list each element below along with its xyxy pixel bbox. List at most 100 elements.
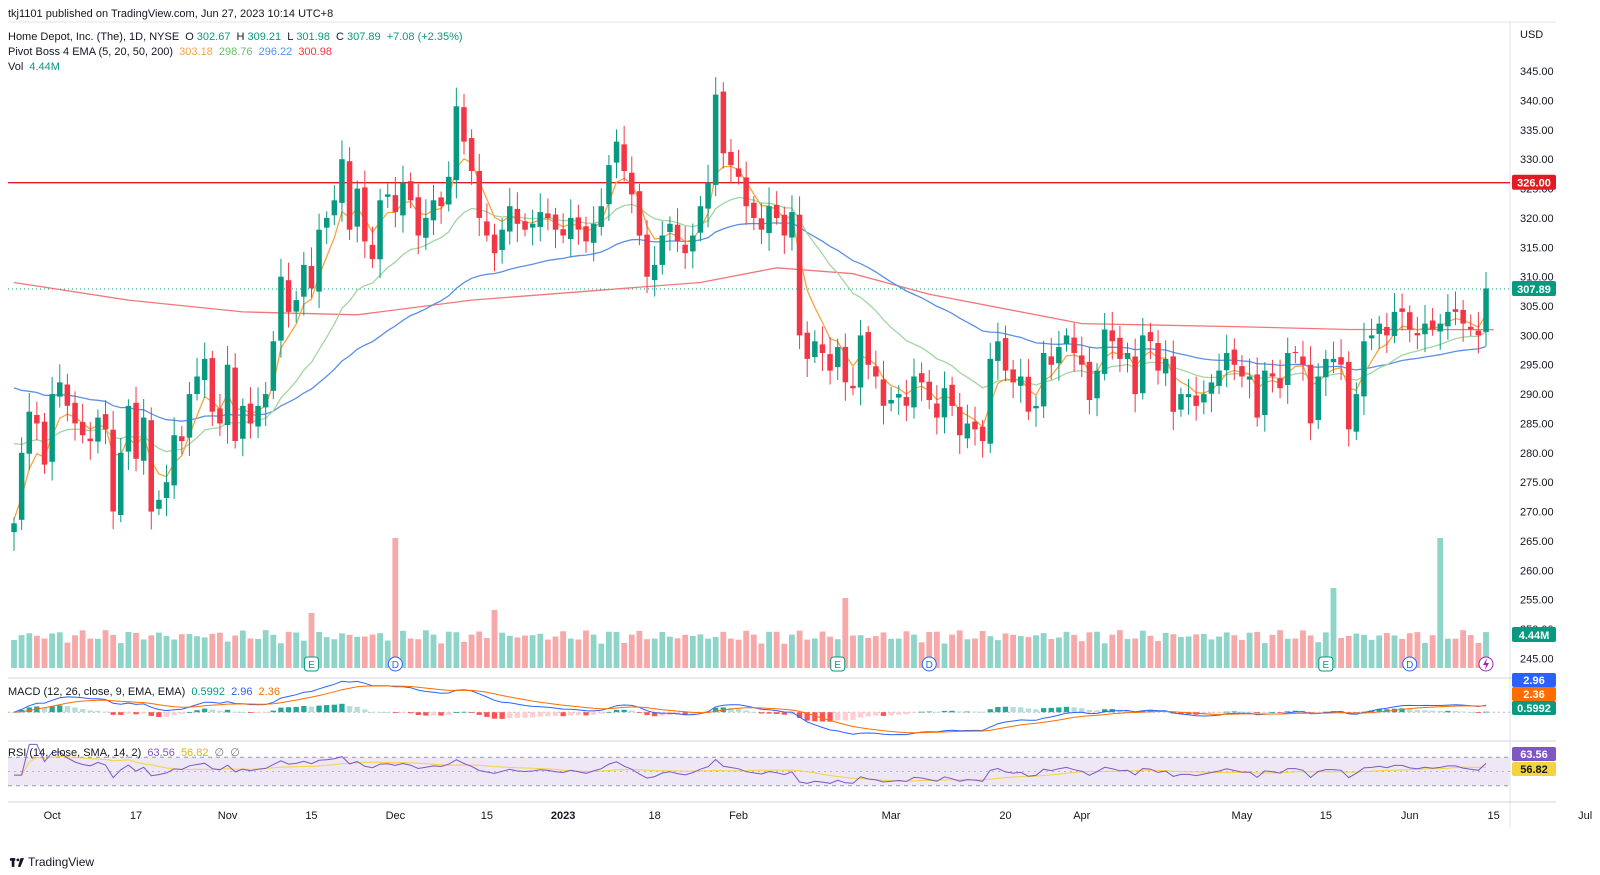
volume-bar <box>735 639 742 668</box>
macd-histogram-bar <box>49 706 55 713</box>
macd-histogram-bar <box>766 712 772 714</box>
macd-histogram-bar <box>964 711 970 713</box>
rsi-lower-value: ∅ <box>230 747 240 759</box>
candle-body <box>1391 311 1398 336</box>
macd-histogram-bar <box>636 712 642 713</box>
time-axis[interactable]: Oct 17 Nov 15 Dec 15 2023 18 Feb Mar 20 Apr May 15 Jun… <box>44 810 1593 822</box>
macd-histogram-bar <box>1018 707 1024 713</box>
dividend-marker[interactable]: D <box>387 656 403 672</box>
symbol-legend[interactable]: Home Depot, Inc. (The), 1D, NYSE O 302.67… <box>8 30 466 44</box>
candle-body <box>621 144 627 171</box>
lightning-glyph <box>1483 658 1489 670</box>
volume-bar <box>1429 635 1436 668</box>
volume-bar <box>689 635 696 668</box>
volume-bar <box>1368 639 1375 668</box>
macd-histogram-bar <box>1429 710 1436 713</box>
price-axis[interactable]: USD345.00340.00335.00330.00325.00320.003… <box>1512 29 1556 776</box>
ema-legend[interactable]: Pivot Boss 4 EMA (5, 20, 50, 200) 303.18… <box>8 45 335 59</box>
candle-body <box>1201 394 1207 403</box>
candle-body <box>934 403 940 418</box>
x-tick-label: Jul <box>1578 810 1592 822</box>
volume-bar <box>545 639 551 668</box>
volume-tag-label: 4.44M <box>1519 630 1550 642</box>
dividend-marker-circle <box>921 656 937 672</box>
macd-histogram-bar <box>293 706 299 713</box>
candle-body <box>148 420 154 512</box>
rsi-ma-value: 56.82 <box>180 747 209 759</box>
macd-histogram-bar <box>202 708 208 713</box>
candle-body <box>804 332 810 359</box>
candle-body <box>590 223 597 243</box>
event-marker-letter: D <box>1406 660 1413 671</box>
candle-body <box>705 182 711 209</box>
macd-histogram-bar <box>1254 712 1260 714</box>
dividend-marker-circle <box>387 656 403 672</box>
tradingview-logo[interactable]: TradingView <box>10 855 94 869</box>
candle-body <box>110 429 116 512</box>
resistance-line[interactable] <box>8 182 1510 290</box>
macd-histogram-bar <box>583 712 589 716</box>
volume-bar <box>705 638 711 668</box>
candle-body <box>468 138 475 171</box>
lightning-event-icon[interactable] <box>1478 656 1494 672</box>
candle-body <box>1399 308 1405 312</box>
dividend-marker[interactable]: D <box>921 656 937 672</box>
macd-histogram-bar <box>41 707 48 713</box>
volume-bar <box>178 634 185 668</box>
volume-bar <box>1185 636 1192 668</box>
earnings-marker[interactable]: E <box>1318 656 1334 672</box>
volume-bar <box>537 633 544 668</box>
macd-histogram-bar <box>957 711 963 713</box>
macd-tag <box>1512 687 1556 701</box>
earnings-marker[interactable]: E <box>830 656 846 672</box>
volume-bar <box>125 632 132 668</box>
candle-body <box>49 394 55 462</box>
volume-bar <box>1040 633 1047 668</box>
volume-bar <box>743 630 750 668</box>
dividend-marker[interactable]: D <box>1402 656 1418 672</box>
macd-legend[interactable]: MACD (12, 26, close, 9, EMA, EMA) 0.5992… <box>8 685 283 699</box>
macd-histogram-bar <box>255 712 261 713</box>
macd-histogram-bar <box>1285 711 1291 713</box>
candle-body <box>728 151 734 166</box>
rsi-ma-tag-label: 56.82 <box>1520 764 1548 776</box>
volume-bar <box>1101 643 1108 668</box>
volume-bar <box>476 631 483 668</box>
candle-body <box>1300 356 1306 365</box>
volume-bar <box>811 638 818 668</box>
volume-bar <box>1231 635 1238 668</box>
candle-body <box>1285 353 1291 385</box>
volume-legend[interactable]: Vol 4.44M <box>8 60 63 74</box>
macd-histogram-bar <box>1025 708 1031 713</box>
earnings-marker[interactable]: E <box>303 656 319 672</box>
candle-body <box>865 332 871 365</box>
candle-body <box>1407 312 1413 330</box>
ema20-value: 298.76 <box>218 46 253 58</box>
candle-body <box>1330 358 1337 363</box>
volume-bar <box>1010 634 1016 668</box>
macd-histogram-bar <box>1445 710 1451 713</box>
candle-body <box>1307 364 1314 424</box>
macd-histogram-bar <box>308 706 315 713</box>
macd-histogram-bar <box>980 711 986 713</box>
candle-body <box>1025 376 1032 412</box>
candle-body <box>1353 394 1360 432</box>
candle-body <box>491 234 498 254</box>
volume-bar <box>1307 635 1314 668</box>
candle-body <box>1361 341 1367 397</box>
volume-bar <box>156 632 162 668</box>
macd-histogram-bar <box>857 712 864 718</box>
earnings-marker-box <box>1318 656 1334 672</box>
volume-bar <box>117 643 124 668</box>
macd-histogram-bar <box>1483 711 1489 713</box>
macd-histogram-bar <box>1071 707 1077 713</box>
volume-bar <box>590 634 597 668</box>
ema5-value: 303.18 <box>179 46 213 58</box>
candle-body <box>278 276 284 341</box>
macd-histogram-bar <box>1208 712 1215 714</box>
rsi-legend[interactable]: RSI (14, close, SMA, 14, 2) 63.56 56.82 … <box>8 746 243 760</box>
volume-bar <box>750 634 757 668</box>
volume-bar <box>110 635 117 668</box>
